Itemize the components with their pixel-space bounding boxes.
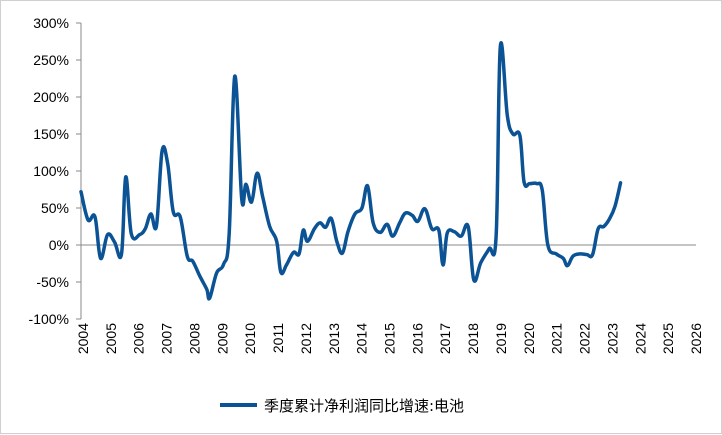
x-tick-label: 2004 — [75, 323, 91, 354]
x-tick-label: 2013 — [326, 323, 342, 354]
x-tick-label: 2015 — [382, 323, 398, 354]
x-tick-label: 2016 — [409, 323, 425, 354]
x-tick-label: 2018 — [465, 323, 481, 354]
x-tick-label: 2014 — [354, 323, 370, 354]
x-tick-label: 2025 — [660, 323, 676, 354]
y-tick-label: 100% — [33, 163, 69, 179]
y-tick-label: 0% — [49, 237, 69, 253]
x-axis: 2004 2005 2006 2007 2008 2009 2010 2011 2012 2013… — [75, 244, 704, 354]
x-tick-label: 2009 — [214, 323, 230, 354]
x-tick-label: 2024 — [632, 323, 648, 354]
y-tick-label: 300% — [33, 15, 69, 31]
x-tick-label: 2022 — [577, 323, 593, 354]
y-tick-label: 250% — [33, 52, 69, 68]
y-tick-label: 200% — [33, 89, 69, 105]
x-tick-label: 2010 — [242, 323, 258, 354]
y-tick-label: 150% — [33, 126, 69, 142]
series-layer — [79, 41, 623, 301]
x-tick-label: 2017 — [437, 323, 453, 354]
x-tick-label: 2006 — [131, 323, 147, 354]
y-tick-label: -50% — [36, 274, 69, 290]
x-tick-label: 2011 — [270, 323, 286, 353]
x-tick-label: 2026 — [688, 323, 704, 354]
x-tick-label: 2008 — [186, 323, 202, 354]
x-tick-label: 2020 — [521, 323, 537, 354]
y-axis: 300% 250% 200% 150% 100% 50% 0% -50% -100% — [29, 15, 82, 327]
x-tick-label: 2023 — [604, 323, 620, 354]
x-tick-label: 2019 — [493, 323, 509, 354]
x-tick-label: 2012 — [298, 323, 314, 354]
x-tick-label: 2007 — [159, 323, 175, 354]
y-tick-label: -100% — [29, 311, 69, 327]
x-tick-label: 2005 — [103, 323, 119, 354]
legend: 季度累计净利润同比增速:电池 — [220, 397, 464, 415]
y-tick-label: 50% — [41, 200, 69, 216]
legend-label: 季度累计净利润同比增速:电池 — [264, 397, 464, 415]
x-tick-label: 2021 — [549, 323, 565, 354]
series-line-0 — [79, 41, 623, 301]
